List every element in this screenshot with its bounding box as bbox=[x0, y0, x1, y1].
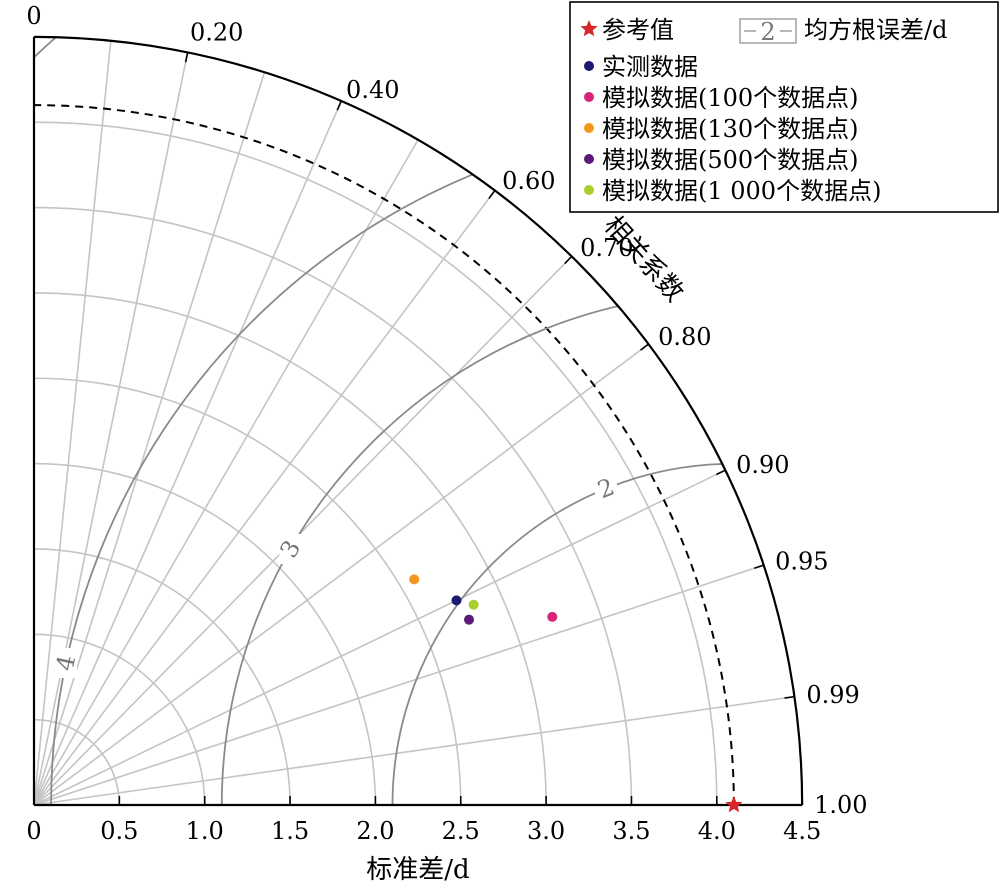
corr-grid-line-4 bbox=[33, 139, 419, 806]
corr-tick-mark-1 bbox=[336, 100, 342, 111]
corr-grid-line-1 bbox=[33, 52, 189, 806]
std-grid-arc-6 bbox=[33, 292, 547, 806]
legend-reference-star bbox=[580, 20, 598, 37]
legend-label-0: 实测数据 bbox=[602, 53, 698, 81]
corr-grid-line-2 bbox=[33, 71, 266, 806]
corr-grid-line-8 bbox=[33, 469, 726, 806]
x-tick-label-5: 2.5 bbox=[442, 817, 480, 845]
x-tick-label-2: 1.0 bbox=[186, 817, 224, 845]
outer-correlation-arc bbox=[33, 35, 804, 806]
rms-contour-arc-2 bbox=[391, 462, 803, 806]
legend-label-2: 模拟数据(130个数据点) bbox=[602, 115, 859, 143]
std-grid-arc-4 bbox=[33, 462, 377, 806]
legend-rms-label: 均方根误差/d bbox=[804, 16, 947, 44]
grid-layer bbox=[33, 40, 795, 806]
corr-tick-mark-4 bbox=[640, 343, 650, 351]
data-point-2 bbox=[409, 574, 420, 585]
corr-tick-label-2: 0.60 bbox=[502, 167, 555, 195]
x-tick-label-3: 1.5 bbox=[271, 817, 309, 845]
x-tick-label-4: 2.0 bbox=[356, 817, 394, 845]
corr-tick-label-7: 0.99 bbox=[806, 681, 859, 709]
corr-tick-mark-7 bbox=[784, 695, 795, 699]
rms-label-bg-3 bbox=[279, 533, 302, 564]
x-tick-label-7: 3.5 bbox=[612, 817, 650, 845]
x-axis-label: 标准差/d bbox=[366, 855, 469, 885]
corr-tick-label-6: 0.95 bbox=[775, 547, 828, 575]
data-point-3 bbox=[464, 614, 475, 625]
corr-grid-line-3 bbox=[33, 100, 342, 806]
corr-tick-mark-3 bbox=[564, 255, 573, 265]
x-tick-label-6: 3.0 bbox=[527, 817, 565, 845]
corr-grid-line-9 bbox=[33, 564, 764, 806]
rms-contour-label-4: 4 bbox=[51, 653, 82, 674]
corr-grid-line-7 bbox=[33, 343, 650, 806]
corr-tick-mark-0 bbox=[184, 52, 189, 63]
legend-reference-label: 参考值 bbox=[602, 16, 674, 44]
corr-tick-label-4: 0.80 bbox=[658, 323, 711, 351]
legend-rms-sample-label: 2 bbox=[760, 18, 775, 46]
corr-grid-line-6 bbox=[33, 255, 573, 806]
legend-marker-4 bbox=[584, 185, 594, 195]
data-point-4 bbox=[468, 599, 479, 610]
rms-label-bg-4 bbox=[54, 648, 77, 679]
x-tick-label-0: 0 bbox=[26, 817, 41, 845]
std-grid-arc-7 bbox=[33, 206, 633, 806]
corr-tick-label-1: 0.40 bbox=[346, 76, 399, 104]
reference-star bbox=[725, 796, 743, 813]
legend-marker-3 bbox=[584, 154, 594, 164]
corr-tick-label-3: 0.70 bbox=[580, 234, 633, 262]
corr-grid-line-10 bbox=[33, 695, 795, 806]
legend-label-3: 模拟数据(500个数据点) bbox=[602, 146, 859, 174]
data-point-layer bbox=[409, 574, 743, 813]
corr-tick-mark-5 bbox=[715, 469, 726, 476]
corr-tick-label-0: 0.20 bbox=[190, 19, 243, 47]
x-tick-label-1: 0.5 bbox=[100, 817, 138, 845]
legend-marker-1 bbox=[584, 92, 594, 102]
data-point-1 bbox=[547, 611, 558, 622]
legend-label-4: 模拟数据(1 000个数据点) bbox=[602, 177, 881, 205]
corr-tick-label-zero: 0 bbox=[26, 2, 41, 30]
corr-grid-line-5 bbox=[33, 189, 496, 806]
std-grid-arc-5 bbox=[33, 377, 462, 806]
corr-tick-label-5: 0.90 bbox=[736, 451, 789, 479]
legend-marker-2 bbox=[584, 123, 594, 133]
x-tick-label-9: 4.5 bbox=[783, 817, 821, 845]
corr-tick-label-8: 1.00 bbox=[814, 791, 867, 819]
std-grid-arc-3 bbox=[33, 548, 291, 806]
std-grid-arc-8 bbox=[33, 121, 718, 806]
rms-contour-arc-3 bbox=[220, 292, 803, 806]
rms-label-bg-2 bbox=[594, 473, 617, 504]
reference-std-arc bbox=[33, 104, 735, 806]
legend-label-1: 模拟数据(100个数据点) bbox=[602, 84, 859, 112]
data-point-0 bbox=[451, 595, 462, 606]
corr-tick-mark-2 bbox=[488, 189, 496, 199]
legend-marker-0 bbox=[584, 61, 594, 71]
corr-tick-mark-6 bbox=[753, 564, 764, 570]
corr-grid-line-0 bbox=[33, 40, 112, 806]
x-tick-label-8: 4.0 bbox=[698, 817, 736, 845]
